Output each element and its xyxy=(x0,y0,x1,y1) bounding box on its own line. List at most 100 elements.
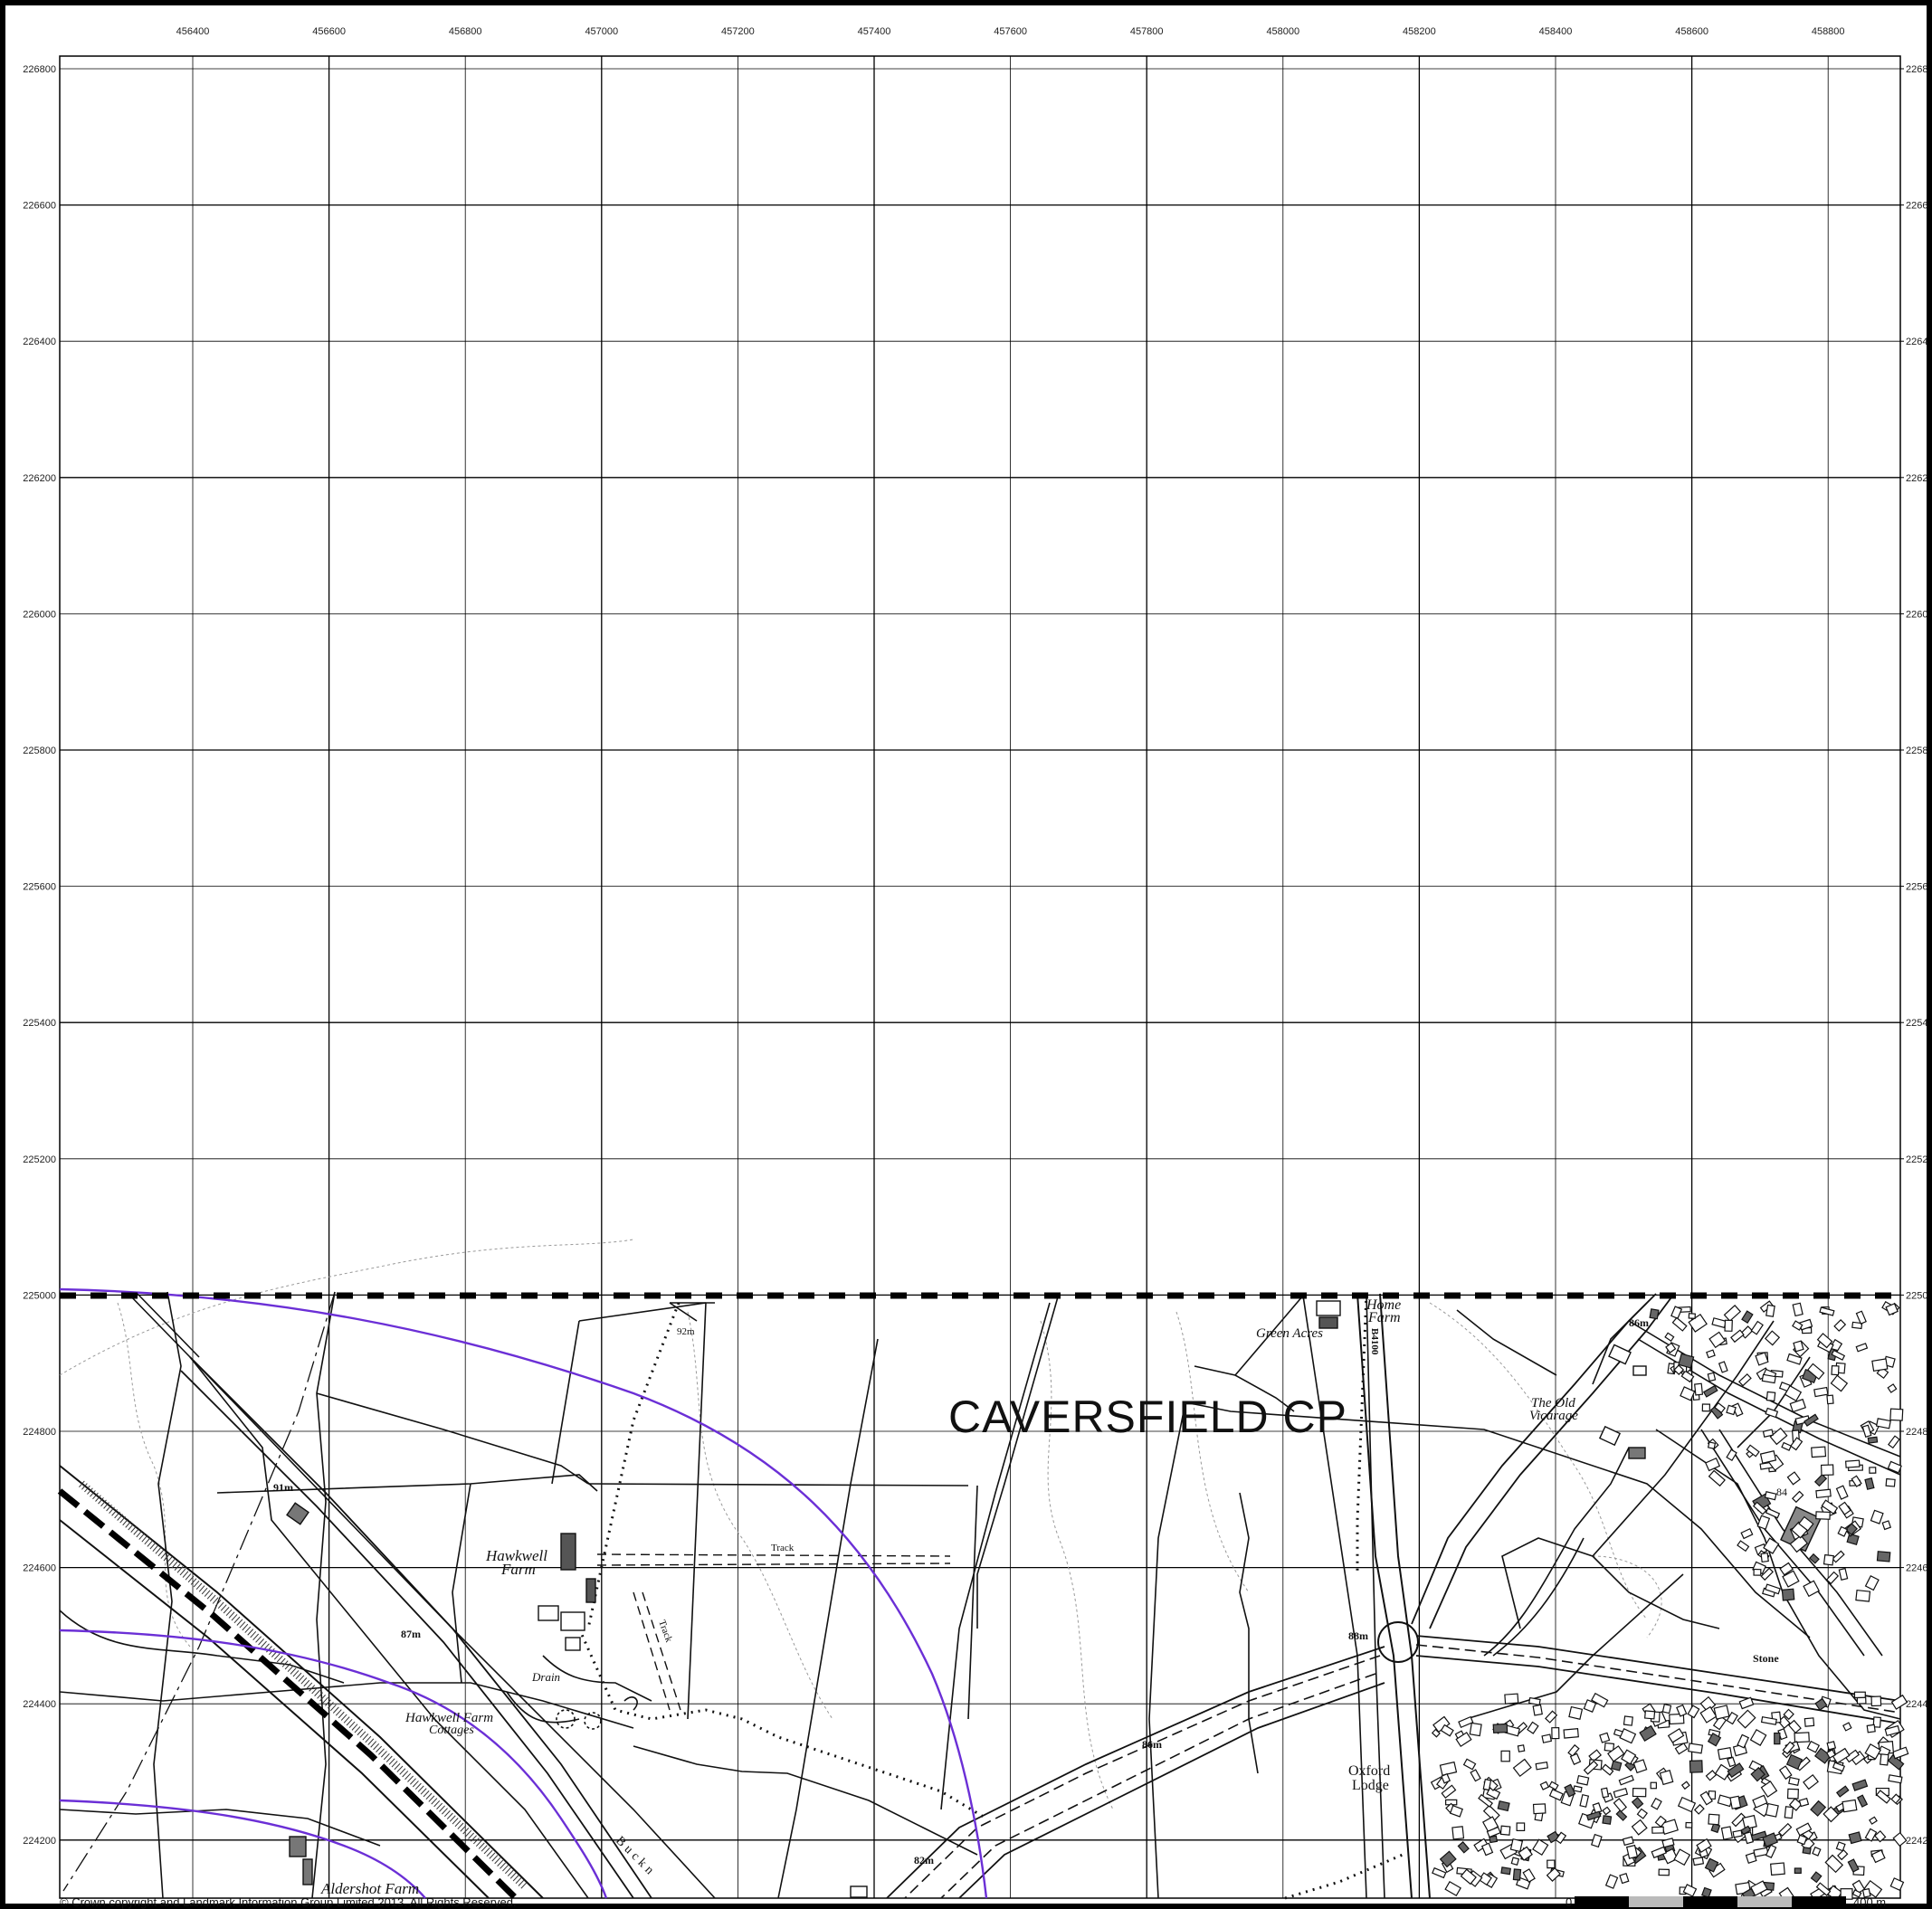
building xyxy=(1718,1361,1728,1373)
building xyxy=(1870,1509,1884,1524)
building xyxy=(1838,1501,1851,1515)
building xyxy=(1707,1732,1722,1747)
building xyxy=(1654,1815,1667,1828)
building xyxy=(1760,1715,1777,1725)
easting-labels: 456400 456600 456800 457000 457200 457400 4576… xyxy=(176,26,1845,37)
building xyxy=(1528,1696,1541,1706)
building xyxy=(1769,1427,1788,1446)
building xyxy=(1864,1828,1878,1842)
building xyxy=(1795,1822,1813,1837)
building xyxy=(1499,1825,1511,1836)
building xyxy=(1845,1459,1861,1468)
building xyxy=(1786,1471,1801,1486)
building xyxy=(1884,1724,1900,1737)
northing-label-left: 225600 xyxy=(23,882,56,893)
building xyxy=(1791,1490,1804,1504)
building xyxy=(1532,1838,1549,1856)
northing-label-right: 2242 xyxy=(1906,1836,1927,1847)
building xyxy=(1788,1776,1800,1786)
building xyxy=(1563,1728,1579,1739)
building xyxy=(1840,1888,1853,1900)
building xyxy=(1469,1722,1482,1737)
building xyxy=(1678,1353,1695,1369)
building xyxy=(1864,1743,1881,1760)
building xyxy=(1489,1835,1499,1844)
building xyxy=(1876,1790,1891,1804)
building xyxy=(1760,1567,1774,1581)
building xyxy=(1667,1727,1685,1743)
northing-label-right: 2256 xyxy=(1906,882,1927,893)
building xyxy=(1482,1804,1500,1822)
building xyxy=(1564,1783,1576,1798)
building xyxy=(1551,1726,1560,1740)
building xyxy=(1497,1800,1510,1812)
building xyxy=(1876,1551,1891,1562)
building xyxy=(1621,1749,1637,1765)
building xyxy=(1783,1708,1794,1721)
building xyxy=(1509,1838,1524,1853)
building xyxy=(1619,1728,1637,1744)
easting-label: 458000 xyxy=(1266,26,1299,37)
building xyxy=(1432,1866,1447,1879)
building xyxy=(1842,1799,1858,1813)
building xyxy=(1851,1779,1869,1791)
building xyxy=(1762,1429,1775,1438)
building xyxy=(1599,1732,1611,1743)
building xyxy=(1604,1742,1615,1752)
building xyxy=(1782,1570,1800,1588)
building xyxy=(1547,1830,1560,1844)
label-old-vicarage-2: Vicarage xyxy=(1529,1409,1578,1423)
building xyxy=(1555,1831,1567,1845)
northing-labels-left: 226800 226600 226400 226200 226000 225800 2256… xyxy=(23,64,56,1847)
building xyxy=(1440,1724,1454,1737)
building xyxy=(1764,1330,1781,1346)
building xyxy=(1749,1728,1767,1746)
building xyxy=(1835,1841,1846,1852)
building xyxy=(1643,1710,1656,1720)
building xyxy=(1478,1793,1494,1808)
northing-label-left: 226600 xyxy=(23,201,56,212)
building xyxy=(1682,1884,1698,1897)
building xyxy=(1639,1724,1657,1742)
building xyxy=(1738,1696,1755,1710)
building xyxy=(1665,1342,1677,1353)
building xyxy=(1504,1693,1519,1705)
building xyxy=(1889,1408,1904,1421)
building xyxy=(1855,1310,1867,1325)
building xyxy=(1613,1787,1629,1799)
building xyxy=(1875,1418,1891,1429)
building xyxy=(1765,1507,1781,1519)
building xyxy=(1619,1872,1630,1885)
building xyxy=(1714,1763,1732,1781)
building xyxy=(1870,1849,1886,1864)
building xyxy=(1618,1774,1634,1786)
building xyxy=(1777,1715,1791,1729)
building xyxy=(1535,1762,1549,1771)
spot-height-86b: 86m xyxy=(1142,1738,1162,1751)
building xyxy=(1777,1822,1793,1838)
building xyxy=(1761,1373,1776,1384)
northing-label-right: 2260 xyxy=(1906,609,1927,620)
building xyxy=(1707,1441,1717,1449)
building xyxy=(1760,1552,1769,1563)
building xyxy=(1449,1805,1463,1818)
building xyxy=(1794,1732,1810,1743)
building xyxy=(1842,1722,1852,1732)
northing-label-right: 2262 xyxy=(1906,473,1927,484)
map-detail xyxy=(57,1239,1901,1901)
northing-label-left: 225200 xyxy=(23,1154,56,1165)
building xyxy=(1856,1696,1867,1705)
building xyxy=(1814,1697,1828,1711)
building xyxy=(1789,1534,1809,1553)
spot-height-91: 91m xyxy=(273,1481,293,1494)
building xyxy=(1680,1386,1696,1401)
building xyxy=(1676,1704,1688,1717)
building xyxy=(1756,1515,1771,1530)
building xyxy=(1692,1857,1705,1866)
building xyxy=(1819,1306,1835,1316)
building xyxy=(1701,1886,1712,1899)
building xyxy=(1888,1435,1900,1449)
building xyxy=(1803,1580,1820,1598)
building xyxy=(1650,1781,1657,1790)
building xyxy=(1610,1760,1623,1771)
